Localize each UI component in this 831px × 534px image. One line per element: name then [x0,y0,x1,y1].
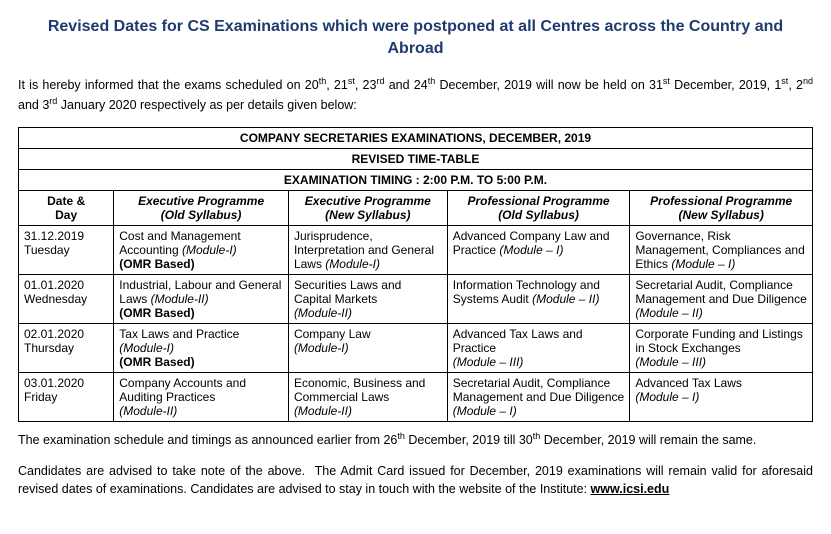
col-exec-new: Executive Programme(New Syllabus) [288,190,447,225]
cell: Advanced Company Law and Practice (Modul… [447,225,630,274]
cell: Company Accounts and Auditing Practices(… [114,372,289,421]
cell: Advanced Tax Laws(Module – I) [630,372,813,421]
table-row: 03.01.2020FridayCompany Accounts and Aud… [19,372,813,421]
table-header-2: REVISED TIME-TABLE [19,148,813,169]
cell: Secretarial Audit, Compliance Management… [630,274,813,323]
cell-date: 03.01.2020Friday [19,372,114,421]
cell-date: 01.01.2020Wednesday [19,274,114,323]
col-exec-old: Executive Programme(Old Syllabus) [114,190,289,225]
timetable: COMPANY SECRETARIES EXAMINATIONS, DECEMB… [18,127,813,422]
col-prof-old: Professional Programme(Old Syllabus) [447,190,630,225]
cell: Corporate Funding and Listings in Stock … [630,323,813,372]
table-header-3: EXAMINATION TIMING : 2:00 P.M. TO 5:00 P… [19,169,813,190]
table-header-1: COMPANY SECRETARIES EXAMINATIONS, DECEMB… [19,127,813,148]
intro-paragraph: It is hereby informed that the exams sch… [18,75,813,115]
institute-link[interactable]: www.icsi.edu [591,482,670,496]
page-title: Revised Dates for CS Examinations which … [18,16,813,61]
footer-paragraph-1: The examination schedule and timings as … [18,430,813,450]
col-date: Date &Day [19,190,114,225]
footer-paragraph-2: Candidates are advised to take note of t… [18,462,813,500]
cell: Company Law(Module-I) [288,323,447,372]
table-row: 31.12.2019TuesdayCost and Management Acc… [19,225,813,274]
cell: Information Technology and Systems Audit… [447,274,630,323]
cell: Industrial, Labour and General Laws (Mod… [114,274,289,323]
cell: Jurisprudence, Interpretation and Genera… [288,225,447,274]
cell: Tax Laws and Practice(Module-I)(OMR Base… [114,323,289,372]
column-header-row: Date &Day Executive Programme(Old Syllab… [19,190,813,225]
cell: Governance, Risk Management, Compliances… [630,225,813,274]
cell-date: 31.12.2019Tuesday [19,225,114,274]
cell-date: 02.01.2020Thursday [19,323,114,372]
cell: Cost and Management Accounting (Module-I… [114,225,289,274]
table-row: 01.01.2020WednesdayIndustrial, Labour an… [19,274,813,323]
col-prof-new: Professional Programme(New Syllabus) [630,190,813,225]
cell: Advanced Tax Laws and Practice(Module – … [447,323,630,372]
table-row: 02.01.2020ThursdayTax Laws and Practice(… [19,323,813,372]
cell: Securities Laws and Capital Markets(Modu… [288,274,447,323]
cell: Economic, Business and Commercial Laws(M… [288,372,447,421]
cell: Secretarial Audit, Compliance Management… [447,372,630,421]
